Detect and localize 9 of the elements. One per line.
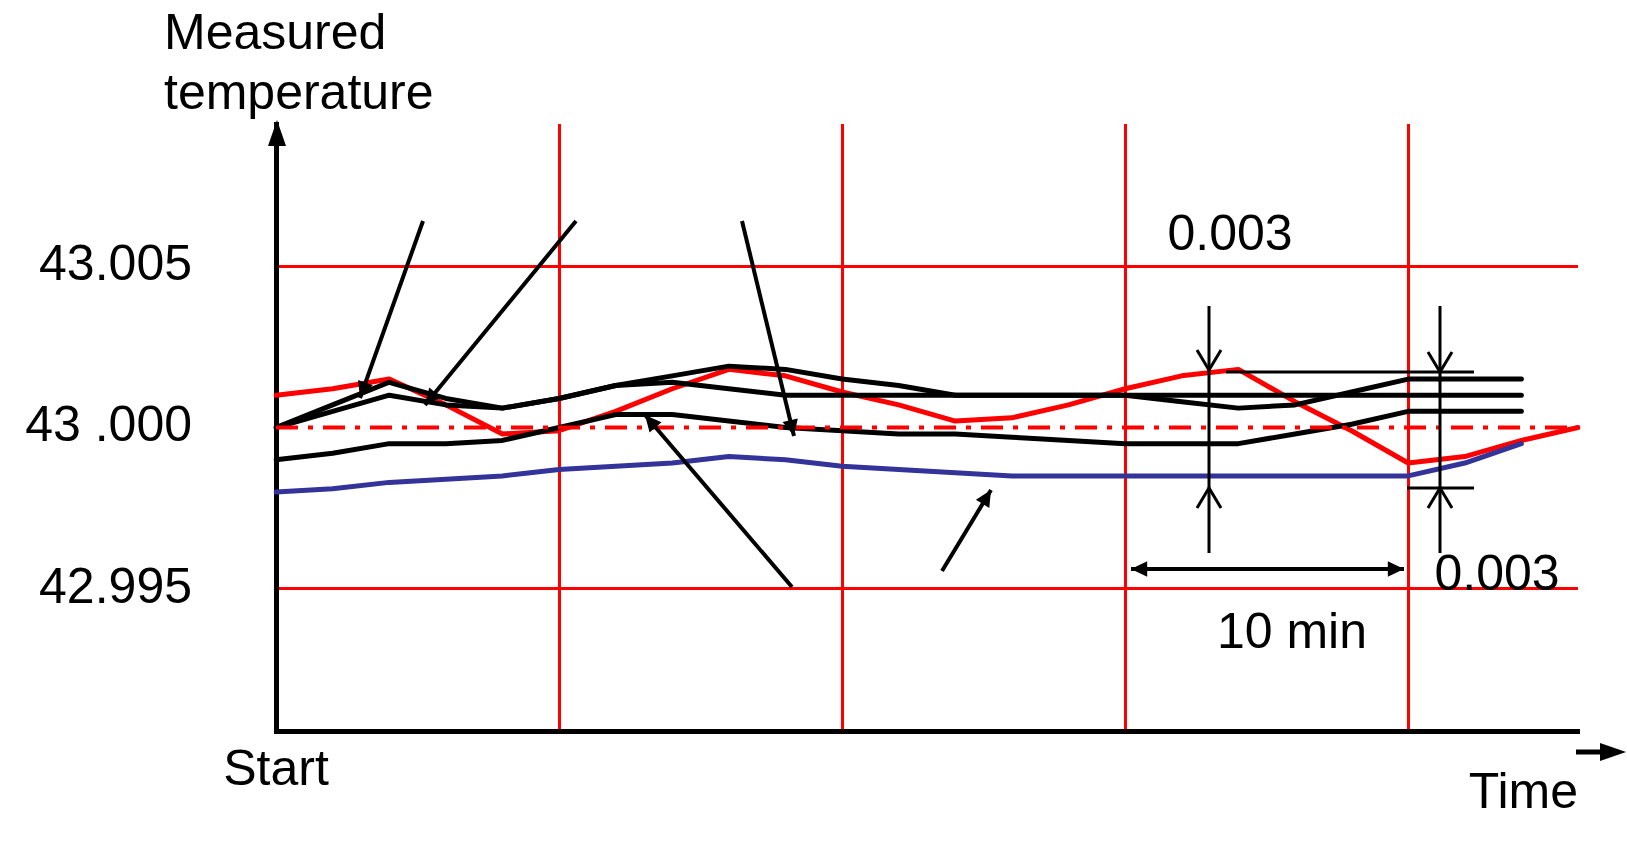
x-tick-label: Start: [223, 739, 329, 796]
y-tick-label: 43 .000: [25, 396, 192, 453]
annotation: 0.003: [1167, 204, 1293, 262]
y-axis-title: Measured temperature: [164, 3, 435, 122]
y-tick-label: 42.995: [39, 557, 192, 614]
annotation: 0.003: [1434, 544, 1560, 602]
x-axis-title: Time: [1468, 762, 1578, 819]
annotation: 10 min: [1216, 602, 1368, 660]
y-tick-label: 43.005: [39, 234, 192, 291]
